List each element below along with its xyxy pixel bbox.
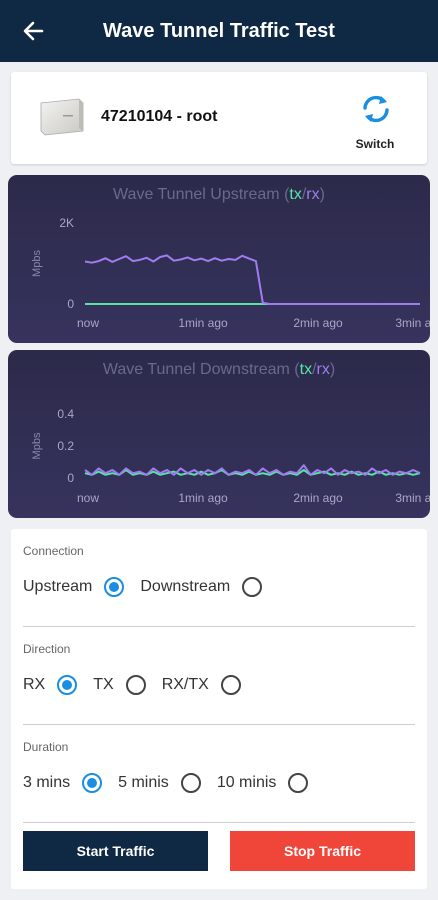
5min-radio[interactable] bbox=[180, 773, 201, 793]
rx-radio[interactable] bbox=[57, 675, 78, 695]
divider bbox=[23, 626, 415, 627]
upstream-chart-title: Wave Tunnel Upstream (tx/rx) bbox=[113, 186, 325, 203]
x-tick-label: 3min ago bbox=[395, 491, 430, 505]
direction-tx-option[interactable]: TX bbox=[93, 675, 146, 695]
divider bbox=[23, 822, 415, 823]
10min-radio[interactable] bbox=[288, 773, 309, 793]
x-tick-label: now bbox=[77, 491, 99, 505]
tx-radio[interactable] bbox=[125, 675, 146, 695]
x-tick-label: 1min ago bbox=[178, 491, 228, 505]
x-tick-label: 1min ago bbox=[178, 316, 228, 330]
refresh-icon bbox=[363, 95, 389, 123]
x-tick-label: now bbox=[77, 316, 99, 330]
device-name: 47210104 - root bbox=[101, 108, 218, 125]
start-traffic-button[interactable]: Start Traffic bbox=[23, 831, 208, 871]
direction-label: Direction bbox=[23, 642, 71, 656]
page-title: Wave Tunnel Traffic Test bbox=[103, 19, 335, 42]
duration-10min-option[interactable]: 10 minis bbox=[217, 773, 309, 793]
switch-label: Switch bbox=[355, 137, 395, 151]
direction-rx-option[interactable]: RX bbox=[23, 675, 78, 695]
series-line-rx bbox=[84, 254, 420, 305]
y-tick-label: 0 bbox=[67, 471, 74, 485]
connection-label: Connection bbox=[23, 544, 84, 558]
duration-3min-option[interactable]: 3 mins bbox=[23, 773, 103, 793]
y-tick-label: 0 bbox=[67, 297, 74, 311]
y-axis-label: Mpbs bbox=[31, 432, 43, 459]
3min-radio[interactable] bbox=[82, 773, 103, 793]
y-tick-label: 0.4 bbox=[57, 407, 74, 421]
connection-downstream-option[interactable]: Downstream bbox=[140, 577, 263, 597]
router-device-icon bbox=[40, 98, 84, 136]
upstream-chart: Wave Tunnel Upstream (tx/rx) Mpbs 2K 0 now 1… bbox=[8, 175, 430, 343]
downstream-radio[interactable] bbox=[242, 577, 263, 597]
upstream-radio[interactable] bbox=[104, 577, 125, 597]
duration-label: Duration bbox=[23, 740, 69, 754]
duration-5min-option[interactable]: 5 minis bbox=[118, 773, 201, 793]
x-tick-label: 2min ago bbox=[293, 316, 343, 330]
divider bbox=[23, 724, 415, 725]
series-line-rx bbox=[84, 464, 421, 476]
downstream-chart: Wave Tunnel Downstream (tx/rx) Mpbs 0.4 0.… bbox=[8, 350, 430, 518]
back-button[interactable] bbox=[18, 16, 48, 46]
device-card: 47210104 - root Switch bbox=[11, 72, 427, 164]
connection-options: Upstream Downstream bbox=[23, 575, 415, 599]
direction-options: RX TX RX/TX bbox=[23, 673, 415, 697]
y-tick-label: 0.2 bbox=[57, 439, 74, 453]
direction-rxtx-option[interactable]: RX/TX bbox=[162, 675, 241, 695]
options-card: Connection Upstream Downstream Direction… bbox=[11, 529, 427, 889]
stop-traffic-button[interactable]: Stop Traffic bbox=[230, 831, 415, 871]
rxtx-radio[interactable] bbox=[220, 675, 241, 695]
app-header: Wave Tunnel Traffic Test bbox=[0, 0, 438, 62]
connection-upstream-option[interactable]: Upstream bbox=[23, 577, 125, 597]
switch-button[interactable]: Switch bbox=[345, 92, 405, 154]
y-tick-label: 2K bbox=[59, 216, 74, 230]
arrow-left-icon bbox=[23, 21, 44, 41]
y-axis-label: Mpbs bbox=[31, 250, 43, 277]
downstream-chart-title: Wave Tunnel Downstream (tx/rx) bbox=[102, 361, 336, 378]
duration-options: 3 mins 5 minis 10 minis bbox=[23, 771, 415, 795]
x-tick-label: 2min ago bbox=[293, 491, 343, 505]
x-tick-label: 3min ago bbox=[395, 316, 430, 330]
